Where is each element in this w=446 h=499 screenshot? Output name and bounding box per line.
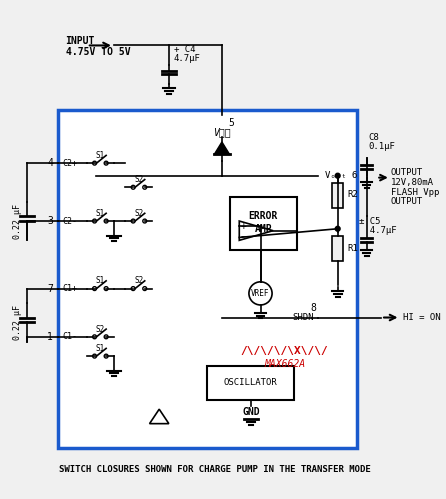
Circle shape (104, 335, 108, 339)
Text: −: − (240, 233, 246, 243)
Text: OUTPUT: OUTPUT (391, 197, 423, 206)
Text: AMP: AMP (255, 224, 272, 234)
Text: 4.7μF: 4.7μF (173, 54, 201, 63)
Text: INPUT
4.75V TO 5V: INPUT 4.75V TO 5V (66, 36, 130, 57)
Bar (207, 366, 294, 400)
Text: C2+: C2+ (63, 159, 78, 168)
Text: C8: C8 (368, 133, 379, 142)
Circle shape (131, 185, 135, 189)
Circle shape (93, 286, 96, 290)
Text: 3: 3 (47, 216, 53, 226)
Circle shape (104, 286, 108, 290)
Text: FLASH Vpp: FLASH Vpp (391, 188, 439, 197)
Text: SHDN: SHDN (292, 313, 314, 322)
Text: OUTPUT: OUTPUT (391, 168, 423, 177)
Text: 0.1μF: 0.1μF (368, 142, 396, 151)
Text: R2: R2 (347, 191, 358, 200)
Circle shape (143, 185, 147, 189)
Text: Vₒᵤₜ 6: Vₒᵤₜ 6 (325, 171, 357, 180)
Text: S2: S2 (96, 324, 105, 334)
Text: S2: S2 (134, 175, 144, 184)
Circle shape (249, 282, 272, 305)
Circle shape (143, 219, 147, 223)
Circle shape (93, 354, 96, 358)
Text: GND: GND (242, 407, 260, 417)
Circle shape (131, 219, 135, 223)
Text: /\/\/\/\X\/\/: /\/\/\/\X\/\/ (241, 346, 329, 356)
Text: 5: 5 (229, 118, 235, 128)
Text: 0.22 μF: 0.22 μF (13, 305, 22, 340)
Text: S2: S2 (134, 209, 144, 218)
Text: 7: 7 (47, 283, 53, 293)
Circle shape (104, 219, 108, 223)
Text: + C4: + C4 (173, 45, 195, 54)
Circle shape (93, 219, 96, 223)
Text: ± C5: ± C5 (359, 217, 380, 226)
Text: HI = ON: HI = ON (403, 313, 441, 322)
Circle shape (143, 286, 147, 290)
Text: S1: S1 (96, 151, 105, 160)
Text: 12V,80mA: 12V,80mA (391, 178, 434, 187)
Text: SWITCH CLOSURES SHOWN FOR CHARGE PUMP IN THE TRANSFER MODE: SWITCH CLOSURES SHOWN FOR CHARGE PUMP IN… (59, 466, 371, 475)
Polygon shape (149, 409, 169, 424)
Text: C2-: C2- (63, 217, 78, 226)
Text: MAX662A: MAX662A (264, 359, 305, 369)
Polygon shape (239, 221, 273, 241)
Text: OSCILLATOR: OSCILLATOR (224, 378, 278, 387)
Text: R1: R1 (347, 244, 358, 252)
Polygon shape (214, 142, 230, 155)
Text: S2: S2 (134, 276, 144, 285)
Circle shape (93, 161, 96, 165)
Bar (58, 110, 357, 448)
Bar (332, 237, 343, 260)
Circle shape (104, 354, 108, 358)
Text: C1-: C1- (63, 332, 78, 341)
Text: VREF: VREF (251, 289, 270, 298)
Text: +: + (240, 221, 246, 231)
Bar (230, 197, 297, 250)
Text: 1: 1 (47, 332, 53, 342)
Text: S1: S1 (96, 344, 105, 353)
Text: 8: 8 (310, 303, 317, 313)
Circle shape (335, 227, 340, 231)
Circle shape (131, 286, 135, 290)
Text: 0.22 μF: 0.22 μF (13, 204, 22, 239)
Text: S1: S1 (96, 209, 105, 218)
Text: Vᴄᴄ: Vᴄᴄ (213, 127, 231, 137)
Circle shape (335, 173, 340, 178)
Text: 4: 4 (47, 158, 53, 168)
Bar (332, 184, 343, 208)
Text: C1+: C1+ (63, 284, 78, 293)
Text: ERROR: ERROR (249, 211, 278, 221)
Circle shape (104, 161, 108, 165)
Text: 4.7μF: 4.7μF (359, 226, 396, 235)
Circle shape (93, 335, 96, 339)
Text: S1: S1 (96, 276, 105, 285)
